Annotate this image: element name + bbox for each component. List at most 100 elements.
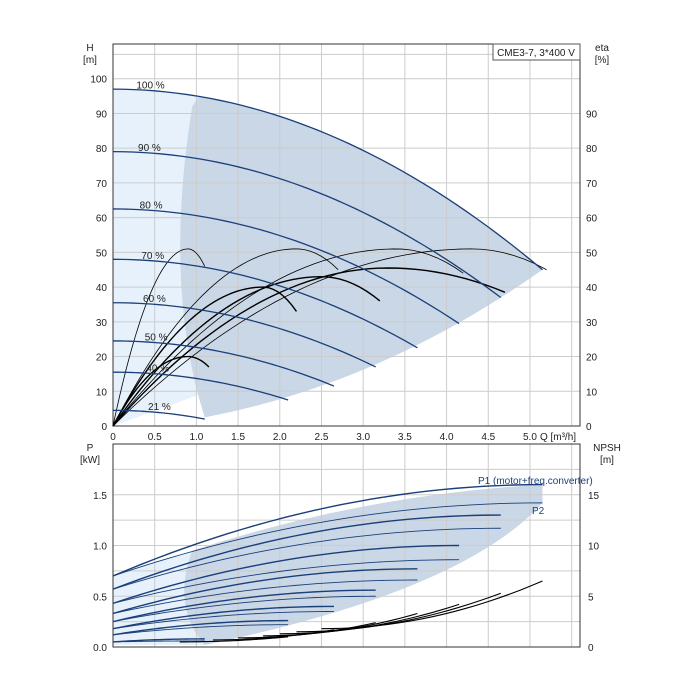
y-tick-label-left: 0 [101, 422, 107, 433]
x-tick-label: 3.5 [398, 432, 412, 443]
x-tick-label: 1.0 [189, 432, 203, 443]
top-y-right-unit: [%] [595, 55, 610, 66]
y-tick-label-right: 20 [586, 353, 598, 364]
y-tick-label-right: 0 [588, 643, 594, 654]
speed-curve-label: 21 % [148, 402, 171, 413]
y-tick-label-left: 90 [96, 109, 108, 120]
y-tick-label-left: 0.5 [93, 592, 107, 603]
y-tick-label-right: 5 [588, 592, 594, 603]
efficiency-curve [112, 275, 381, 427]
speed-curve [112, 409, 205, 420]
bottom-y-right-unit: [m] [600, 455, 614, 466]
power-curve-p2 [112, 611, 334, 630]
speed-curve [112, 371, 289, 401]
power-curve-p1 [112, 619, 289, 636]
legend-label: CME3-7, 3*400 V [497, 48, 575, 59]
power-curve-p2 [112, 527, 501, 590]
bottom-y-left-unit: [kW] [80, 455, 100, 466]
power-curve-p2 [112, 579, 418, 614]
speed-curve-label: 60 % [143, 294, 166, 305]
plot-frame [112, 43, 581, 427]
top-y-left-unit: [m] [83, 55, 97, 66]
efficiency-curve [112, 355, 210, 427]
speed-curve-label: 70 % [141, 251, 164, 262]
head-efficiency-plot: 0 0.5 1.0 1.5 2.0 2.5 3.0 3.5 4.0 4.5 5.0 0 10 20 30 40… [90, 43, 598, 443]
top-y-left-label: H [86, 43, 93, 54]
y-tick-label-left: 30 [96, 318, 108, 329]
x-tick-label: 3.0 [356, 432, 370, 443]
y-tick-label-right: 40 [586, 283, 598, 294]
speed-curve [112, 151, 502, 299]
npsh-curve [213, 629, 335, 641]
x-tick-label: 2.5 [315, 432, 329, 443]
x-tick-label: 2.0 [273, 432, 287, 443]
power-curve-p1 [112, 638, 205, 643]
y-tick-label-right: 15 [588, 491, 600, 502]
speed-curve [112, 340, 335, 387]
speed-curve-label: 100 % [136, 81, 164, 92]
y-tick-label-right: 10 [586, 387, 598, 398]
y-tick-label-left: 100 [90, 75, 107, 86]
y-tick-label-right: 90 [586, 109, 598, 120]
plot-frame [112, 443, 581, 648]
y-tick-label-left: 60 [96, 214, 108, 225]
p2-label: P2 [532, 506, 545, 517]
speed-curve [112, 258, 418, 349]
y-tick-label-left: 0.0 [93, 643, 107, 654]
power-curve-p1 [112, 544, 460, 605]
speed-curve-label: 80 % [140, 200, 163, 211]
y-tick-label-left: 10 [96, 387, 108, 398]
power-npsh-plot: 0.0 0.5 1.0 1.5 0 5 10 15 [93, 443, 600, 654]
power-curve-p2 [112, 640, 205, 643]
npsh-curve [263, 612, 418, 637]
speed-curve [112, 208, 460, 325]
y-tick-label-right: 10 [588, 542, 600, 553]
y-tick-label-right: 80 [586, 144, 598, 155]
x-tick-label: 4.5 [481, 432, 495, 443]
y-tick-label-right: 50 [586, 248, 598, 259]
y-tick-label-left: 50 [96, 248, 108, 259]
bottom-y-right-label: NPSH [593, 443, 621, 454]
y-tick-label-left: 1.5 [93, 491, 107, 502]
npsh-curve [179, 636, 289, 643]
speed-curve [112, 302, 376, 368]
x-tick-label: 1.5 [231, 432, 245, 443]
operating-range-band [180, 96, 543, 418]
y-tick-label-left: 80 [96, 144, 108, 155]
x-tick-label: 5.0 [523, 432, 537, 443]
bottom-y-left-label: P [87, 443, 94, 454]
x-tick-label: 0 [110, 432, 116, 443]
efficiency-curve [112, 267, 506, 427]
y-tick-label-left: 20 [96, 353, 108, 364]
speed-curve-label: 50 % [145, 332, 168, 343]
power-curve-p1 [112, 589, 376, 623]
y-tick-label-left: 70 [96, 179, 108, 190]
speed-curve-label: 90 % [138, 143, 161, 154]
speed-curve-label: 40 % [146, 364, 169, 375]
power-curve-p2 [112, 502, 543, 577]
p1-label: P1 (motor+freq.converter) [478, 476, 593, 487]
x-tick-label: 4.0 [440, 432, 454, 443]
power-curve-p1 [112, 568, 418, 615]
power-curve-p1 [112, 483, 543, 577]
y-tick-label-left: 1.0 [93, 542, 107, 553]
power-curve-p2 [112, 559, 460, 604]
speed-curve [112, 88, 543, 271]
y-tick-label-right: 70 [586, 179, 598, 190]
y-tick-label-left: 40 [96, 283, 108, 294]
power-curve-p1 [112, 514, 501, 590]
efficiency-curve [112, 248, 339, 427]
efficiency-curve [112, 248, 206, 427]
efficiency-curve [112, 286, 298, 427]
y-tick-label-right: 60 [586, 214, 598, 225]
power-curve-p2 [112, 624, 289, 636]
legend-box [492, 43, 581, 61]
x-tick-label: 0.5 [148, 432, 162, 443]
x-axis-label: Q [m³/h] [540, 432, 576, 443]
y-tick-label-right: 30 [586, 318, 598, 329]
power-curve-p1 [112, 605, 334, 630]
power-curve-p2 [112, 595, 376, 623]
y-tick-label-right: 0 [586, 422, 592, 433]
top-y-right-label: eta [595, 43, 609, 54]
